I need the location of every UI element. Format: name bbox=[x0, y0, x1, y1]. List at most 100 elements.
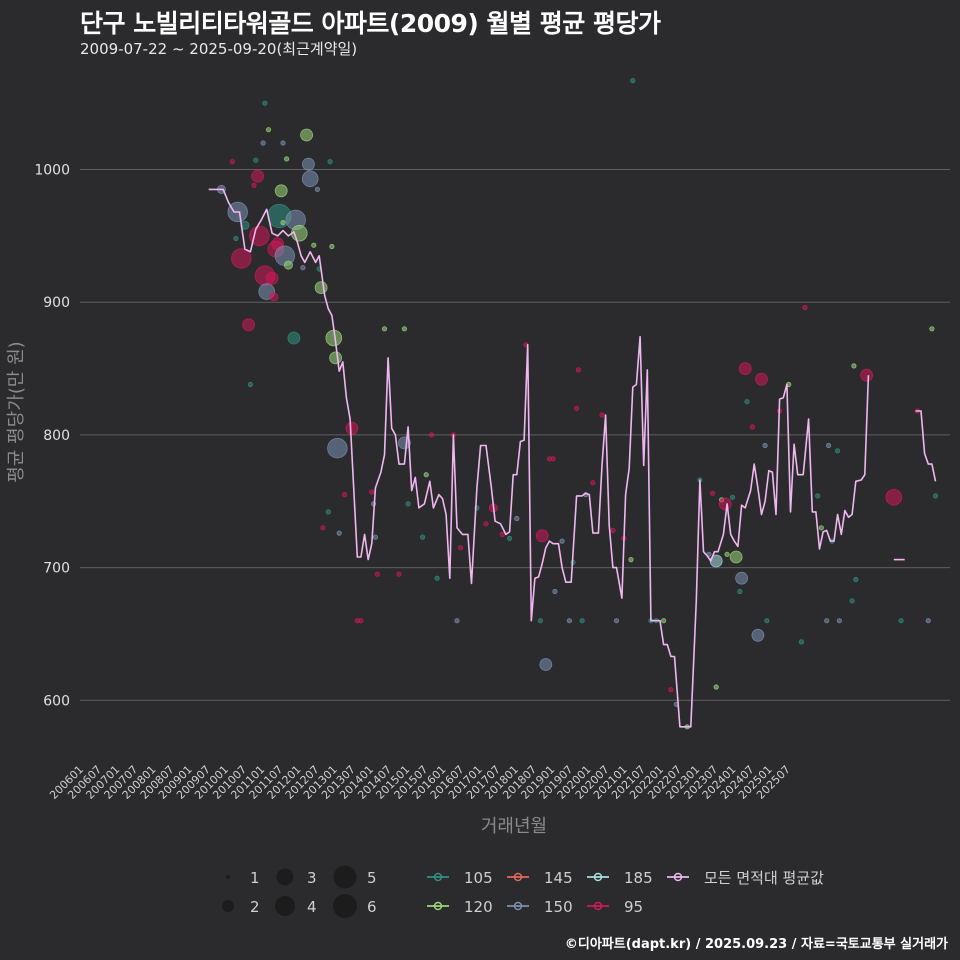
data-point bbox=[824, 618, 830, 624]
footer-credit: ©디아파트(dapt.kr) / 2025.09.23 / 자료=국토교통부 실… bbox=[564, 937, 948, 952]
chart-title: 단구 노빌리티타워골드 아파트(2009) 월별 평균 평당가 bbox=[80, 9, 661, 38]
data-point bbox=[537, 618, 544, 624]
data-point bbox=[483, 521, 489, 527]
y-tick-label: 700 bbox=[43, 561, 70, 577]
y-tick-label: 1000 bbox=[34, 163, 70, 179]
data-point bbox=[713, 684, 719, 690]
color-legend-marker bbox=[513, 901, 523, 911]
data-point bbox=[405, 501, 411, 507]
data-point bbox=[301, 170, 319, 188]
data-point bbox=[729, 550, 743, 564]
data-point bbox=[559, 538, 565, 544]
data-point bbox=[320, 525, 326, 531]
size-legend-label: 4 bbox=[307, 898, 317, 916]
data-point bbox=[575, 367, 582, 373]
data-point bbox=[630, 78, 636, 84]
data-point bbox=[749, 424, 756, 430]
data-points bbox=[216, 78, 939, 730]
data-point bbox=[825, 442, 832, 449]
data-point bbox=[535, 529, 549, 543]
data-point bbox=[231, 248, 252, 269]
color-legend-label: 105 bbox=[464, 869, 493, 887]
color-legend-label: 145 bbox=[544, 869, 573, 887]
data-point bbox=[818, 525, 824, 531]
data-point bbox=[345, 421, 359, 435]
data-point bbox=[280, 220, 286, 226]
data-point bbox=[381, 326, 388, 332]
data-point bbox=[744, 399, 750, 405]
data-point bbox=[709, 490, 716, 496]
data-point bbox=[428, 432, 435, 438]
size-legend-marker bbox=[225, 874, 231, 880]
data-point bbox=[718, 497, 732, 511]
data-point bbox=[401, 326, 407, 332]
data-point bbox=[396, 571, 402, 577]
data-point bbox=[336, 530, 342, 536]
color-legend-marker bbox=[433, 901, 443, 911]
data-point bbox=[242, 318, 256, 332]
color-legend-marker bbox=[433, 872, 443, 882]
data-point bbox=[579, 618, 585, 624]
data-point bbox=[929, 326, 935, 332]
y-tick-label: 600 bbox=[43, 693, 70, 709]
data-point bbox=[815, 493, 821, 499]
data-point bbox=[265, 127, 272, 133]
data-point bbox=[506, 535, 513, 542]
size-legend-label: 3 bbox=[307, 869, 317, 887]
color-legend-label: 185 bbox=[624, 869, 653, 887]
x-axis-label: 거래년월 bbox=[481, 816, 547, 837]
data-point bbox=[283, 260, 293, 270]
legend: 1 2 3 4 5 6 105 120 145 150 185 95 모든 면적대 평균값 bbox=[222, 865, 824, 918]
size-legend-marker bbox=[276, 868, 294, 886]
data-point bbox=[599, 412, 605, 418]
data-point bbox=[253, 157, 259, 163]
data-point bbox=[610, 527, 616, 534]
data-point bbox=[764, 618, 770, 624]
y-axis-label: 평균 평당가(만 원) bbox=[6, 341, 27, 482]
data-point bbox=[724, 551, 730, 557]
data-point bbox=[247, 381, 253, 388]
data-point bbox=[573, 405, 580, 411]
data-point bbox=[265, 271, 279, 285]
data-point bbox=[738, 362, 752, 376]
data-point bbox=[314, 281, 328, 295]
data-point bbox=[251, 182, 257, 188]
data-point bbox=[369, 489, 375, 495]
data-point bbox=[834, 448, 841, 454]
data-point bbox=[751, 628, 765, 642]
data-point bbox=[233, 235, 239, 242]
y-tick-label: 800 bbox=[43, 428, 70, 444]
data-point bbox=[280, 140, 286, 146]
data-point bbox=[260, 140, 266, 146]
data-point bbox=[374, 571, 380, 577]
data-point bbox=[798, 639, 805, 645]
data-point bbox=[851, 363, 857, 369]
data-point bbox=[836, 618, 843, 624]
data-point bbox=[539, 658, 553, 671]
size-legend-label: 6 bbox=[367, 898, 377, 916]
color-legend-marker bbox=[593, 901, 603, 911]
data-point bbox=[454, 618, 460, 624]
data-point bbox=[249, 225, 270, 247]
data-point bbox=[898, 618, 904, 624]
data-point bbox=[613, 618, 620, 624]
size-legend-marker bbox=[275, 896, 295, 916]
data-point bbox=[300, 265, 306, 271]
data-point bbox=[423, 472, 429, 478]
data-point bbox=[925, 618, 931, 624]
data-point bbox=[885, 488, 903, 506]
color-legend-label: 95 bbox=[624, 898, 643, 916]
color-legend-label: 150 bbox=[544, 898, 573, 916]
size-legend-marker bbox=[333, 865, 357, 889]
data-point bbox=[932, 493, 939, 499]
chart-subtitle: 2009-07-22 ~ 2025-09-20(최근계약일) bbox=[80, 40, 358, 58]
data-point bbox=[628, 556, 634, 563]
data-point bbox=[325, 509, 331, 515]
data-point bbox=[499, 531, 505, 538]
data-point bbox=[229, 159, 235, 165]
data-point bbox=[860, 368, 873, 382]
data-point bbox=[329, 243, 335, 250]
data-point bbox=[668, 687, 674, 693]
data-point bbox=[550, 456, 556, 462]
